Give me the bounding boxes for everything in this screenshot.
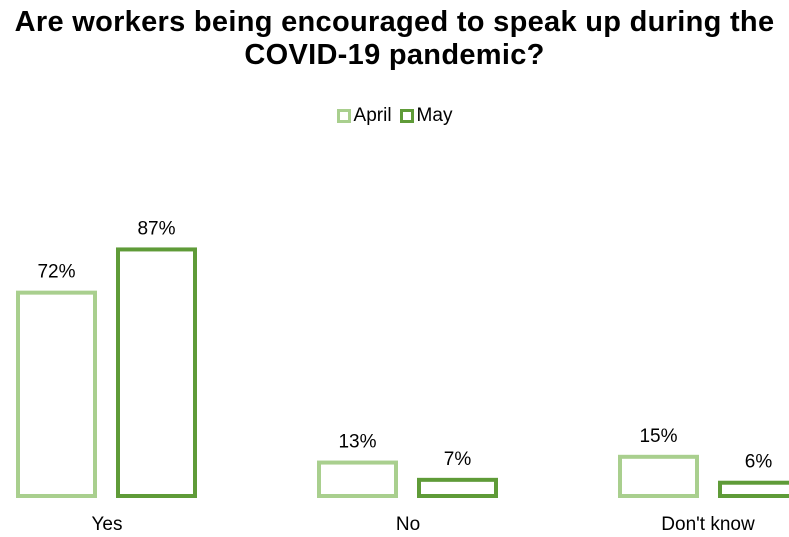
bar-april-no [317,460,398,498]
bar-may-yes [116,247,197,498]
bar-april-yes [16,290,97,499]
category-label-yes: Yes [92,514,123,535]
data-label-may-no: 7% [444,449,472,470]
legend-label-may: May [416,105,453,126]
category-label-no: No [396,514,420,535]
legend-swatch-may [399,109,414,123]
data-label-may-don-t-know: 6% [745,452,773,473]
bar-april-don-t-know [618,454,699,498]
data-label-april-yes: 72% [37,262,75,283]
legend-label-april: April [353,105,392,126]
legend: April May [0,105,789,127]
data-label-april-don-t-know: 15% [639,426,677,447]
chart-title: Are workers being encouraged to speak up… [14,6,775,71]
data-label-may-yes: 87% [137,218,175,239]
legend-swatch-april [336,109,351,123]
data-label-april-no: 13% [338,432,376,453]
bar-may-don-t-know [718,480,789,499]
category-label-don-t-know: Don't know [661,514,755,535]
bar-may-no [417,477,498,498]
legend-item-april: April [336,105,392,127]
legend-item-may: May [399,105,453,127]
